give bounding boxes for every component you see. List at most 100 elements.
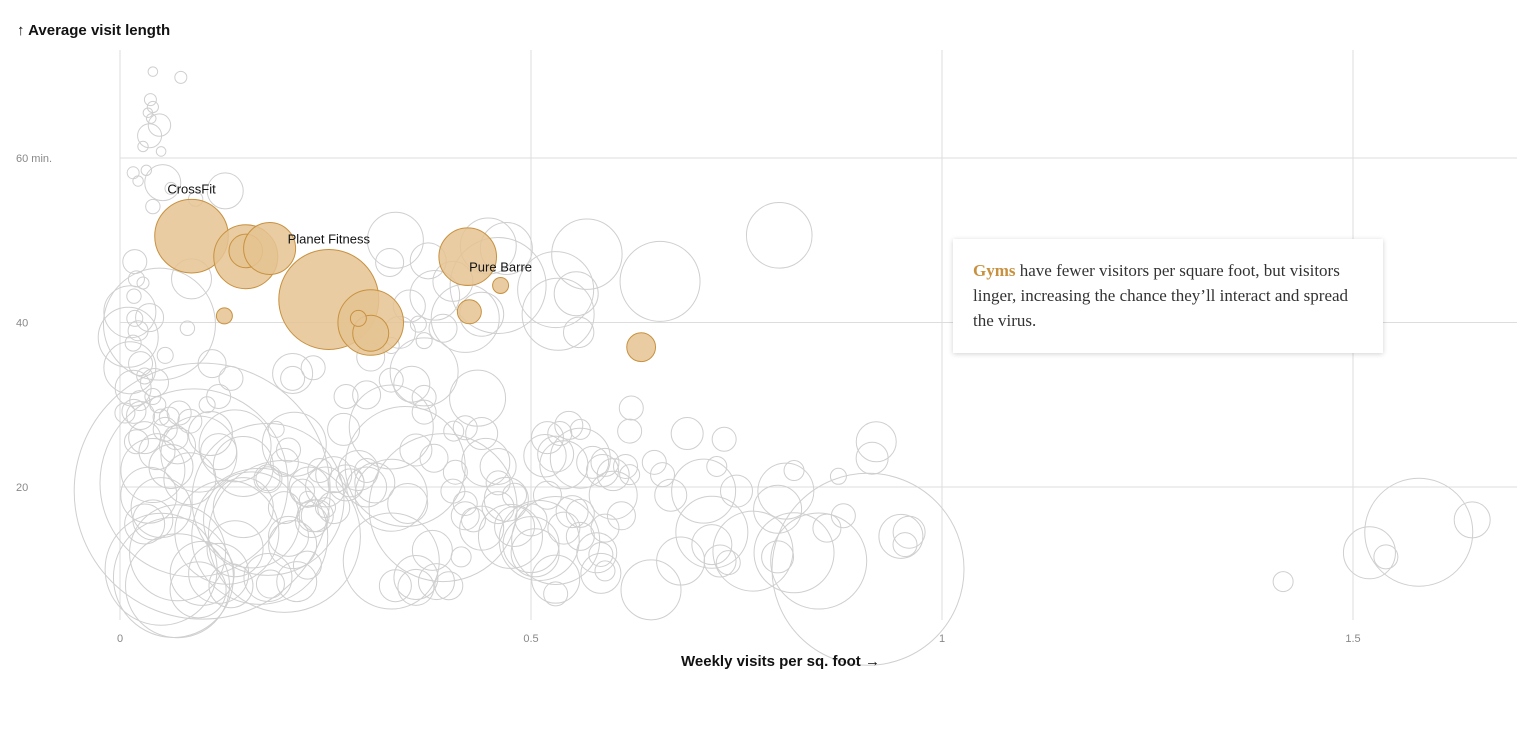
business-point (452, 490, 478, 516)
business-point (174, 479, 280, 585)
business-point (348, 384, 434, 470)
x-axis-label: Weekly visits per sq. foot (681, 653, 861, 670)
business-point (145, 113, 157, 124)
business-point (619, 240, 701, 322)
business-point (502, 482, 528, 508)
business-point (1272, 571, 1294, 593)
business-point (543, 581, 569, 607)
business-point (553, 271, 599, 317)
gym-point (243, 221, 297, 275)
x-axis-title: Weekly visits per sq. foot → (681, 653, 880, 670)
business-point (335, 468, 365, 498)
business-point (461, 437, 511, 487)
business-point (551, 218, 623, 290)
business-point (654, 478, 688, 512)
gym-point (215, 307, 233, 325)
x-tick-label: 0.5 (523, 633, 538, 645)
business-point (136, 367, 154, 385)
business-point (268, 520, 318, 570)
business-point (485, 470, 511, 496)
business-point (354, 458, 428, 532)
business-point (387, 482, 429, 524)
business-point (761, 540, 795, 574)
business-point (590, 513, 620, 543)
business-point (137, 140, 149, 153)
y-tick-bg (14, 314, 60, 329)
business-point (415, 332, 433, 350)
business-point (537, 435, 575, 473)
business-point (144, 388, 162, 406)
business-point (878, 513, 924, 559)
annotation-callout: Gyms have fewer visitors per square foot… (953, 239, 1383, 353)
business-point (1342, 526, 1396, 580)
business-point (715, 550, 741, 576)
business-point (855, 421, 897, 463)
business-point (745, 202, 813, 269)
business-point (617, 418, 643, 444)
other-businesses-points (73, 66, 1491, 666)
business-point (417, 563, 455, 601)
business-point (691, 524, 733, 566)
gym-points (154, 198, 657, 363)
up-arrow-icon: ↑ (17, 22, 25, 39)
business-point (144, 164, 182, 202)
business-point (594, 560, 616, 582)
business-point (562, 316, 595, 349)
business-point (588, 541, 614, 567)
business-point (73, 362, 331, 620)
business-point (344, 405, 466, 527)
business-point (753, 512, 835, 594)
business-point (147, 66, 159, 77)
business-point (191, 422, 345, 576)
business-point (243, 552, 293, 602)
business-point (670, 417, 704, 451)
business-point (206, 172, 244, 210)
business-point (549, 427, 611, 489)
y-tick-label: 40 (16, 318, 28, 330)
business-point (477, 503, 543, 569)
business-point (588, 470, 638, 520)
business-point (449, 236, 547, 334)
business-point (829, 467, 847, 485)
business-point (267, 491, 301, 525)
business-point (434, 571, 464, 601)
business-point (521, 277, 595, 351)
business-point (177, 408, 203, 434)
right-arrow-icon: → (864, 653, 880, 670)
business-point (440, 478, 466, 504)
business-point (675, 495, 749, 569)
business-point (375, 247, 405, 277)
business-point (127, 320, 149, 342)
business-point (166, 400, 192, 426)
business-point (128, 421, 162, 455)
gym-point-label: Pure Barre (469, 259, 532, 274)
business-point (253, 464, 283, 494)
business-point (590, 447, 620, 477)
business-point (511, 495, 601, 585)
business-point (267, 420, 285, 438)
business-point (502, 516, 560, 574)
business-point (409, 270, 461, 321)
business-point (479, 447, 517, 485)
business-point (120, 438, 186, 504)
business-point (114, 402, 136, 424)
business-point (97, 306, 159, 368)
business-point (576, 532, 618, 574)
business-point (169, 540, 235, 606)
business-point (126, 288, 142, 304)
business-point (342, 512, 440, 610)
business-point (327, 412, 361, 446)
business-point (554, 410, 584, 440)
business-point (138, 433, 176, 471)
business-point (128, 351, 154, 377)
business-point (1373, 544, 1399, 570)
business-point (126, 166, 140, 180)
business-point (517, 251, 595, 329)
business-point (450, 501, 480, 531)
business-point (399, 433, 433, 467)
business-point (276, 561, 318, 603)
business-point (498, 499, 580, 581)
business-point (307, 458, 333, 484)
business-point (206, 384, 232, 410)
business-point (191, 467, 329, 605)
